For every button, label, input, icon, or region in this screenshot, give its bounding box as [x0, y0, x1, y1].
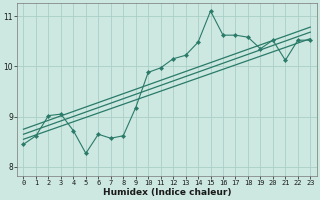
X-axis label: Humidex (Indice chaleur): Humidex (Indice chaleur): [103, 188, 231, 197]
